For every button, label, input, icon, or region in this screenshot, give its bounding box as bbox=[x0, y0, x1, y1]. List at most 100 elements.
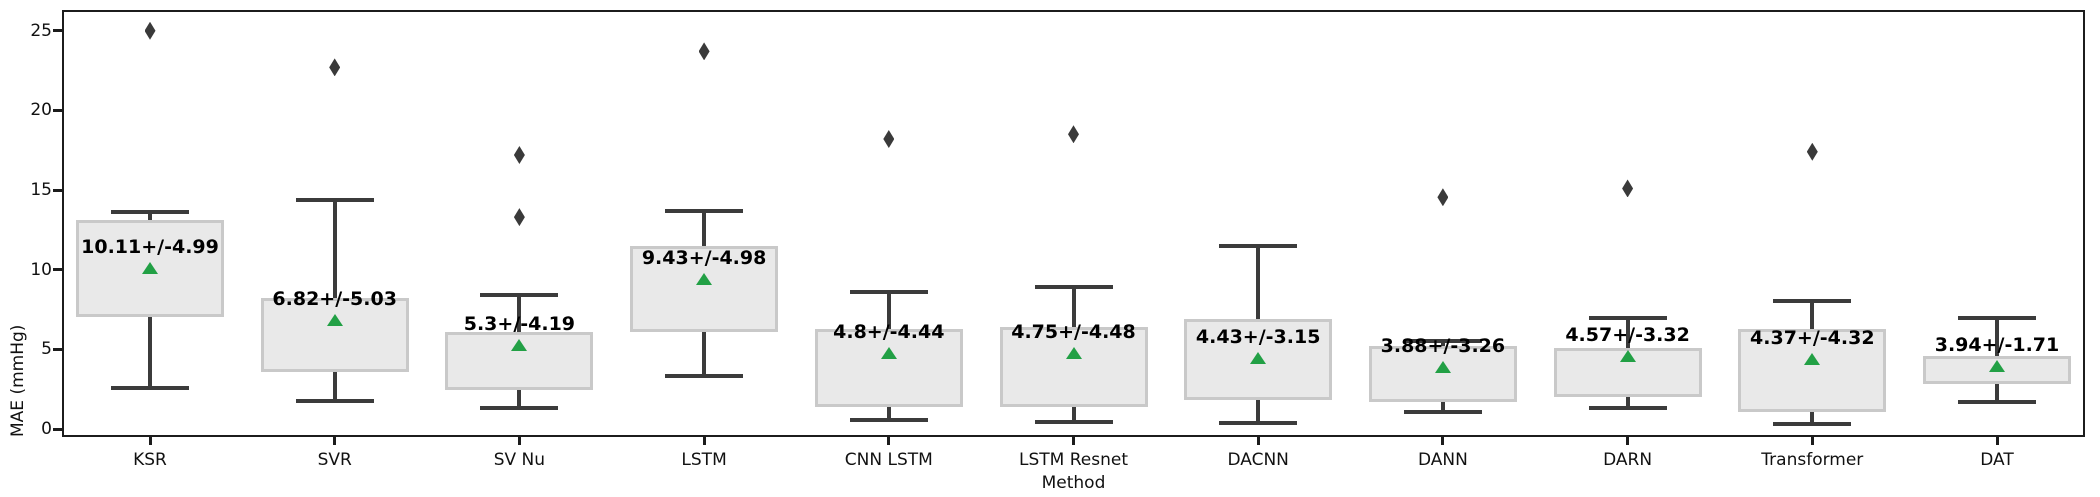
x-tick-mark bbox=[1072, 437, 1075, 445]
upper-whisker-lstm-resnet bbox=[1071, 287, 1076, 328]
x-tick-mark bbox=[702, 437, 706, 445]
mean-marker-cnn-lstm bbox=[880, 346, 897, 359]
upper-whisker-transformer bbox=[1810, 300, 1815, 330]
lower-whisker-cap-dann bbox=[1403, 410, 1482, 415]
lower-whisker-dann bbox=[1440, 401, 1445, 413]
y-tick-label: 25 bbox=[30, 20, 52, 41]
x-tick-mark bbox=[1256, 437, 1260, 445]
lower-whisker-cap-darn bbox=[1588, 405, 1667, 410]
x-tick-mark bbox=[148, 437, 152, 445]
annotation-transformer: 4.37+/-4.32 bbox=[1750, 327, 1875, 350]
lower-whisker-cnn-lstm bbox=[886, 406, 891, 421]
x-tick-label-ksr: KSR bbox=[133, 450, 167, 470]
upper-whisker-cap-svr bbox=[295, 198, 374, 203]
lower-whisker-cap-svr bbox=[295, 399, 374, 404]
upper-whisker-cap-lstm-resnet bbox=[1034, 285, 1113, 290]
upper-whisker-svr bbox=[332, 200, 337, 298]
box-lstm bbox=[630, 245, 779, 332]
annotation-sv-nu: 5.3+/-4.19 bbox=[463, 312, 576, 335]
mean-marker-darn bbox=[1619, 350, 1636, 363]
lower-whisker-ksr bbox=[148, 316, 152, 388]
upper-whisker-cnn-lstm bbox=[886, 292, 891, 329]
x-tick-label-transformer: Transformer bbox=[1761, 450, 1864, 470]
upper-whisker-cap-dann bbox=[1403, 339, 1482, 344]
annotation-darn: 4.57+/-3.32 bbox=[1565, 324, 1690, 347]
outlier-ksr bbox=[144, 21, 156, 40]
mean-marker-dacnn bbox=[1250, 352, 1267, 365]
outlier-darn bbox=[1622, 179, 1634, 198]
annotation-dacnn: 4.43+/-3.15 bbox=[1195, 326, 1321, 349]
upper-whisker-dat bbox=[1995, 317, 1999, 356]
y-tick-mark bbox=[53, 188, 62, 192]
x-tick-mark bbox=[1995, 437, 1999, 445]
x-tick-label-svr: SVR bbox=[317, 450, 352, 470]
upper-whisker-cap-dat bbox=[1958, 315, 2036, 320]
box-transformer bbox=[1738, 329, 1887, 413]
upper-whisker-cap-transformer bbox=[1773, 298, 1852, 303]
annotation-ksr: 10.11+/-4.99 bbox=[81, 235, 219, 258]
lower-whisker-cap-transformer bbox=[1773, 422, 1852, 427]
lower-whisker-cap-dat bbox=[1958, 399, 2036, 404]
upper-whisker-cap-cnn-lstm bbox=[849, 290, 928, 294]
lower-whisker-dacnn bbox=[1256, 400, 1261, 423]
upper-whisker-dacnn bbox=[1256, 245, 1261, 320]
upper-whisker-cap-lstm bbox=[665, 208, 744, 213]
outlier-sv-nu bbox=[513, 145, 525, 164]
mean-marker-dann bbox=[1434, 361, 1451, 374]
outlier-dann bbox=[1437, 188, 1449, 207]
box-svr bbox=[260, 297, 409, 373]
box-dat bbox=[1923, 355, 2071, 385]
x-tick-label-dat: DAT bbox=[1980, 450, 2014, 470]
x-tick-mark bbox=[517, 437, 521, 445]
lower-whisker-cap-cnn-lstm bbox=[849, 418, 928, 423]
x-tick-mark bbox=[887, 437, 891, 445]
box-dann bbox=[1368, 346, 1517, 402]
outlier-svr bbox=[329, 58, 341, 77]
mean-marker-lstm-resnet bbox=[1065, 347, 1082, 360]
outlier-cnn-lstm bbox=[883, 130, 895, 149]
mean-marker-ksr bbox=[142, 261, 158, 274]
upper-whisker-cap-dacnn bbox=[1219, 243, 1298, 248]
x-tick-label-dacnn: DACNN bbox=[1227, 450, 1289, 470]
upper-whisker-cap-ksr bbox=[111, 210, 189, 215]
x-tick-mark bbox=[1626, 437, 1630, 445]
outlier-lstm-resnet bbox=[1068, 125, 1079, 144]
y-tick-label: 0 bbox=[41, 419, 52, 440]
upper-whisker-dann bbox=[1440, 341, 1445, 347]
lower-whisker-svr bbox=[332, 372, 337, 402]
y-tick-mark bbox=[53, 347, 62, 351]
annotation-dat: 3.94+/-1.71 bbox=[1934, 334, 2060, 357]
lower-whisker-lstm-resnet bbox=[1071, 406, 1076, 422]
y-tick-mark bbox=[53, 427, 62, 431]
lower-whisker-sv-nu bbox=[517, 389, 522, 409]
lower-whisker-dat bbox=[1995, 384, 1999, 402]
lower-whisker-cap-lstm-resnet bbox=[1034, 419, 1113, 424]
upper-whisker-cap-darn bbox=[1588, 315, 1667, 320]
annotation-cnn-lstm: 4.8+/-4.44 bbox=[833, 320, 945, 343]
lower-whisker-transformer bbox=[1810, 412, 1815, 425]
x-tick-mark bbox=[1810, 437, 1814, 445]
annotation-lstm-resnet: 4.75+/-4.48 bbox=[1011, 321, 1136, 344]
lower-whisker-cap-ksr bbox=[111, 385, 189, 390]
lower-whisker-cap-dacnn bbox=[1219, 420, 1298, 425]
upper-whisker-sv-nu bbox=[517, 295, 522, 332]
y-axis-label: MAE (mmHg) bbox=[8, 324, 28, 437]
upper-whisker-ksr bbox=[148, 212, 152, 221]
x-tick-mark bbox=[1441, 437, 1445, 445]
lower-whisker-darn bbox=[1625, 397, 1630, 408]
mean-marker-lstm bbox=[696, 272, 713, 285]
x-tick-label-lstm: LSTM bbox=[681, 450, 727, 470]
box-lstm-resnet bbox=[999, 327, 1148, 407]
mean-marker-transformer bbox=[1804, 353, 1821, 366]
y-tick-label: 20 bbox=[30, 100, 52, 121]
annotation-svr: 6.82+/-5.03 bbox=[272, 288, 397, 311]
lower-whisker-cap-sv-nu bbox=[480, 406, 559, 411]
y-tick-label: 5 bbox=[41, 339, 52, 360]
lower-whisker-lstm bbox=[702, 331, 707, 377]
y-tick-mark bbox=[53, 29, 62, 33]
outlier-transformer bbox=[1806, 142, 1818, 161]
x-tick-label-darn: DARN bbox=[1603, 450, 1653, 470]
mean-marker-dat bbox=[1989, 360, 2005, 373]
x-axis-label: Method bbox=[1041, 473, 1106, 493]
